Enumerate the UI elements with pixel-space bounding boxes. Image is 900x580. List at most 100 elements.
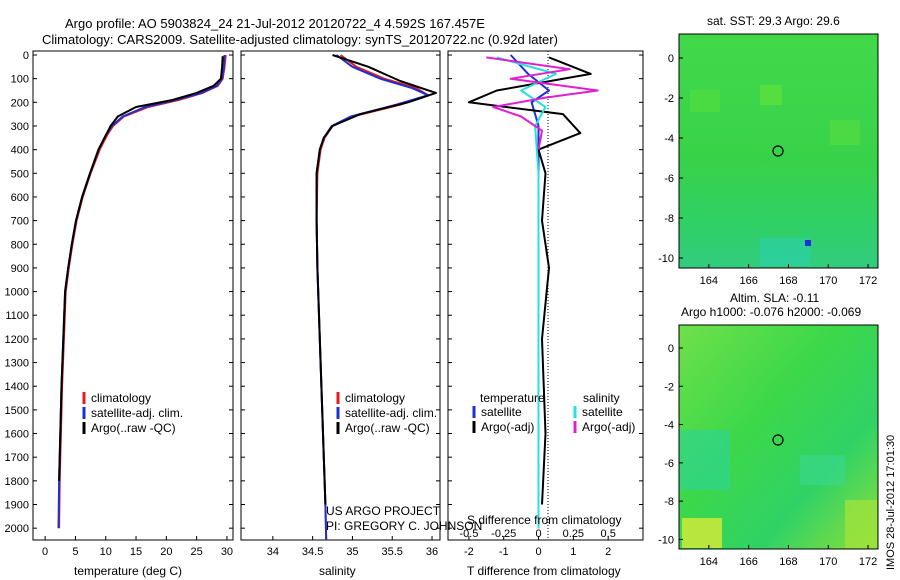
x-tick-label: 0 <box>535 546 541 558</box>
x-tick-label: 15 <box>130 546 142 558</box>
x-tick-label: 1 <box>570 546 576 558</box>
map-x-tick-label: 170 <box>819 275 837 287</box>
top-tick-label: 0.5 <box>601 528 616 540</box>
y-tick-label: 1200 <box>5 334 29 346</box>
map-y-tick-label: 0 <box>668 343 674 355</box>
map-x-tick-label: 164 <box>700 275 718 287</box>
series-line-sat <box>315 54 430 541</box>
temperature-plot-frame <box>32 50 234 541</box>
legend-label-clim: climatology <box>345 391 405 405</box>
x-tick-label: 2 <box>605 546 611 558</box>
difference-xlabel: T difference from climatology <box>467 564 621 578</box>
y-tick-label: 500 <box>11 168 29 180</box>
project-line2: PI: GREGORY C. JOHNSON <box>326 519 482 533</box>
y-tick-label: 1100 <box>5 310 29 322</box>
series-line-argo <box>467 56 592 505</box>
x-tick-label: 34.5 <box>302 546 323 558</box>
difference-axes: -2 -1 0 1 2 -0.5 -0.25 0 0.25 0.5 <box>448 54 643 558</box>
y-tick-label: 1300 <box>5 358 29 370</box>
map-x-tick-label: 168 <box>779 556 797 568</box>
x-tick-label: 34 <box>267 546 279 558</box>
series-line-clim <box>315 54 430 541</box>
x-tick-label: -1 <box>499 546 509 558</box>
sla-map-title: Altim. SLA: -0.11 <box>730 291 819 305</box>
map-y-tick-label: -8 <box>664 496 674 508</box>
legend-title-salinity: salinity <box>583 391 620 405</box>
series-line-sat <box>509 54 550 529</box>
y-tick-label: 1900 <box>5 500 29 512</box>
series-line-clim <box>58 54 227 529</box>
series-line-sal_argo <box>486 56 599 150</box>
y-tick-label: 1400 <box>5 381 29 393</box>
sst-map-axes: 164 166 168 170 172 0 -2 -4 -6 -8 -10 <box>658 53 877 287</box>
sst-map-title: sat. SST: 29.3 Argo: 29.6 <box>707 14 840 28</box>
series-line-sat <box>57 54 226 529</box>
map-x-tick-label: 172 <box>859 275 877 287</box>
x-tick-label: 10 <box>100 546 112 558</box>
salinity-plot-frame <box>240 50 441 541</box>
y-tick-label: 400 <box>11 145 29 157</box>
legend-title-temperature: temperature <box>480 391 545 405</box>
top-tick-label: 0 <box>535 528 541 540</box>
y-tick-label: 1500 <box>5 405 29 417</box>
figure-title-line2: Climatology: CARS2009. Satellite-adjuste… <box>42 32 558 47</box>
temperature-axes: 0 5 10 15 20 25 300100200300400500600700800900… <box>5 50 234 558</box>
map-y-tick-label: -2 <box>664 93 674 105</box>
map-x-tick-label: 166 <box>739 275 757 287</box>
y-tick-label: 300 <box>11 121 29 133</box>
sst-argo-marker <box>772 145 784 157</box>
figure-title-line1: Argo profile: AO 5903824_24 21-Jul-2012 … <box>65 16 485 31</box>
y-tick-label: 700 <box>11 216 29 228</box>
sst-map-patch <box>760 238 810 266</box>
y-tick-label: 200 <box>11 97 29 109</box>
map-x-tick-label: 172 <box>859 556 877 568</box>
y-tick-label: 600 <box>11 192 29 204</box>
project-line1: US ARGO PROJECT <box>326 504 441 518</box>
map-y-tick-label: -6 <box>664 173 674 185</box>
salinity-legend: climatology satellite-adj. clim. Argo(..… <box>336 391 437 435</box>
sla-map <box>678 324 879 550</box>
series-line-sal_sat <box>496 56 557 529</box>
map-y-tick-label: -4 <box>664 133 674 145</box>
sla-map-patch <box>680 430 730 490</box>
x-tick-label: 30 <box>221 546 233 558</box>
top-tick-label: -0.25 <box>491 528 516 540</box>
sst-map-patch <box>690 90 720 112</box>
y-tick-label: 1600 <box>5 429 29 441</box>
sla-map-patch <box>682 518 722 548</box>
legend-label-sat: satellite-adj. clim. <box>91 406 183 420</box>
map-y-tick-label: -6 <box>664 458 674 470</box>
y-tick-label: 800 <box>11 239 29 251</box>
y-tick-label: 0 <box>23 50 29 62</box>
map-x-tick-label: 168 <box>779 275 797 287</box>
y-tick-label: 100 <box>11 74 29 86</box>
x-tick-label: 35 <box>346 546 358 558</box>
top-tick-label: 0.25 <box>563 528 584 540</box>
top-tick-label: -0.5 <box>459 528 478 540</box>
sst-map-patch <box>805 240 811 246</box>
map-x-tick-label: 166 <box>739 556 757 568</box>
sla-map-patch <box>845 500 877 548</box>
map-x-tick-label: 164 <box>700 556 718 568</box>
map-y-tick-label: -10 <box>658 534 674 546</box>
y-tick-label: 1700 <box>5 452 29 464</box>
temperature-xlabel: temperature (deg C) <box>74 564 182 578</box>
legend-label-argo: Argo(..raw -QC) <box>91 421 176 435</box>
temperature-legend: climatology satellite-adj. clim. Argo(..… <box>82 391 183 435</box>
y-tick-label: 1800 <box>5 476 29 488</box>
sst-map-field <box>678 33 879 269</box>
map-y-tick-label: -8 <box>664 213 674 225</box>
sla-map-subtitle: Argo h1000: -0.076 h2000: -0.069 <box>681 305 861 319</box>
y-tick-label: 1000 <box>5 287 29 299</box>
legend-label-t-sat: satellite <box>481 405 522 419</box>
y-tick-label: 900 <box>11 263 29 275</box>
legend-label-clim: climatology <box>91 391 151 405</box>
sst-map <box>678 33 879 269</box>
x-tick-label: -2 <box>464 546 474 558</box>
x-tick-label: 0 <box>42 546 48 558</box>
salinity-xlabel: salinity <box>319 564 356 578</box>
x-tick-label: 20 <box>160 546 172 558</box>
legend-label-argo: Argo(..raw -QC) <box>345 421 430 435</box>
map-x-tick-label: 170 <box>819 556 837 568</box>
map-y-tick-label: -2 <box>664 381 674 393</box>
